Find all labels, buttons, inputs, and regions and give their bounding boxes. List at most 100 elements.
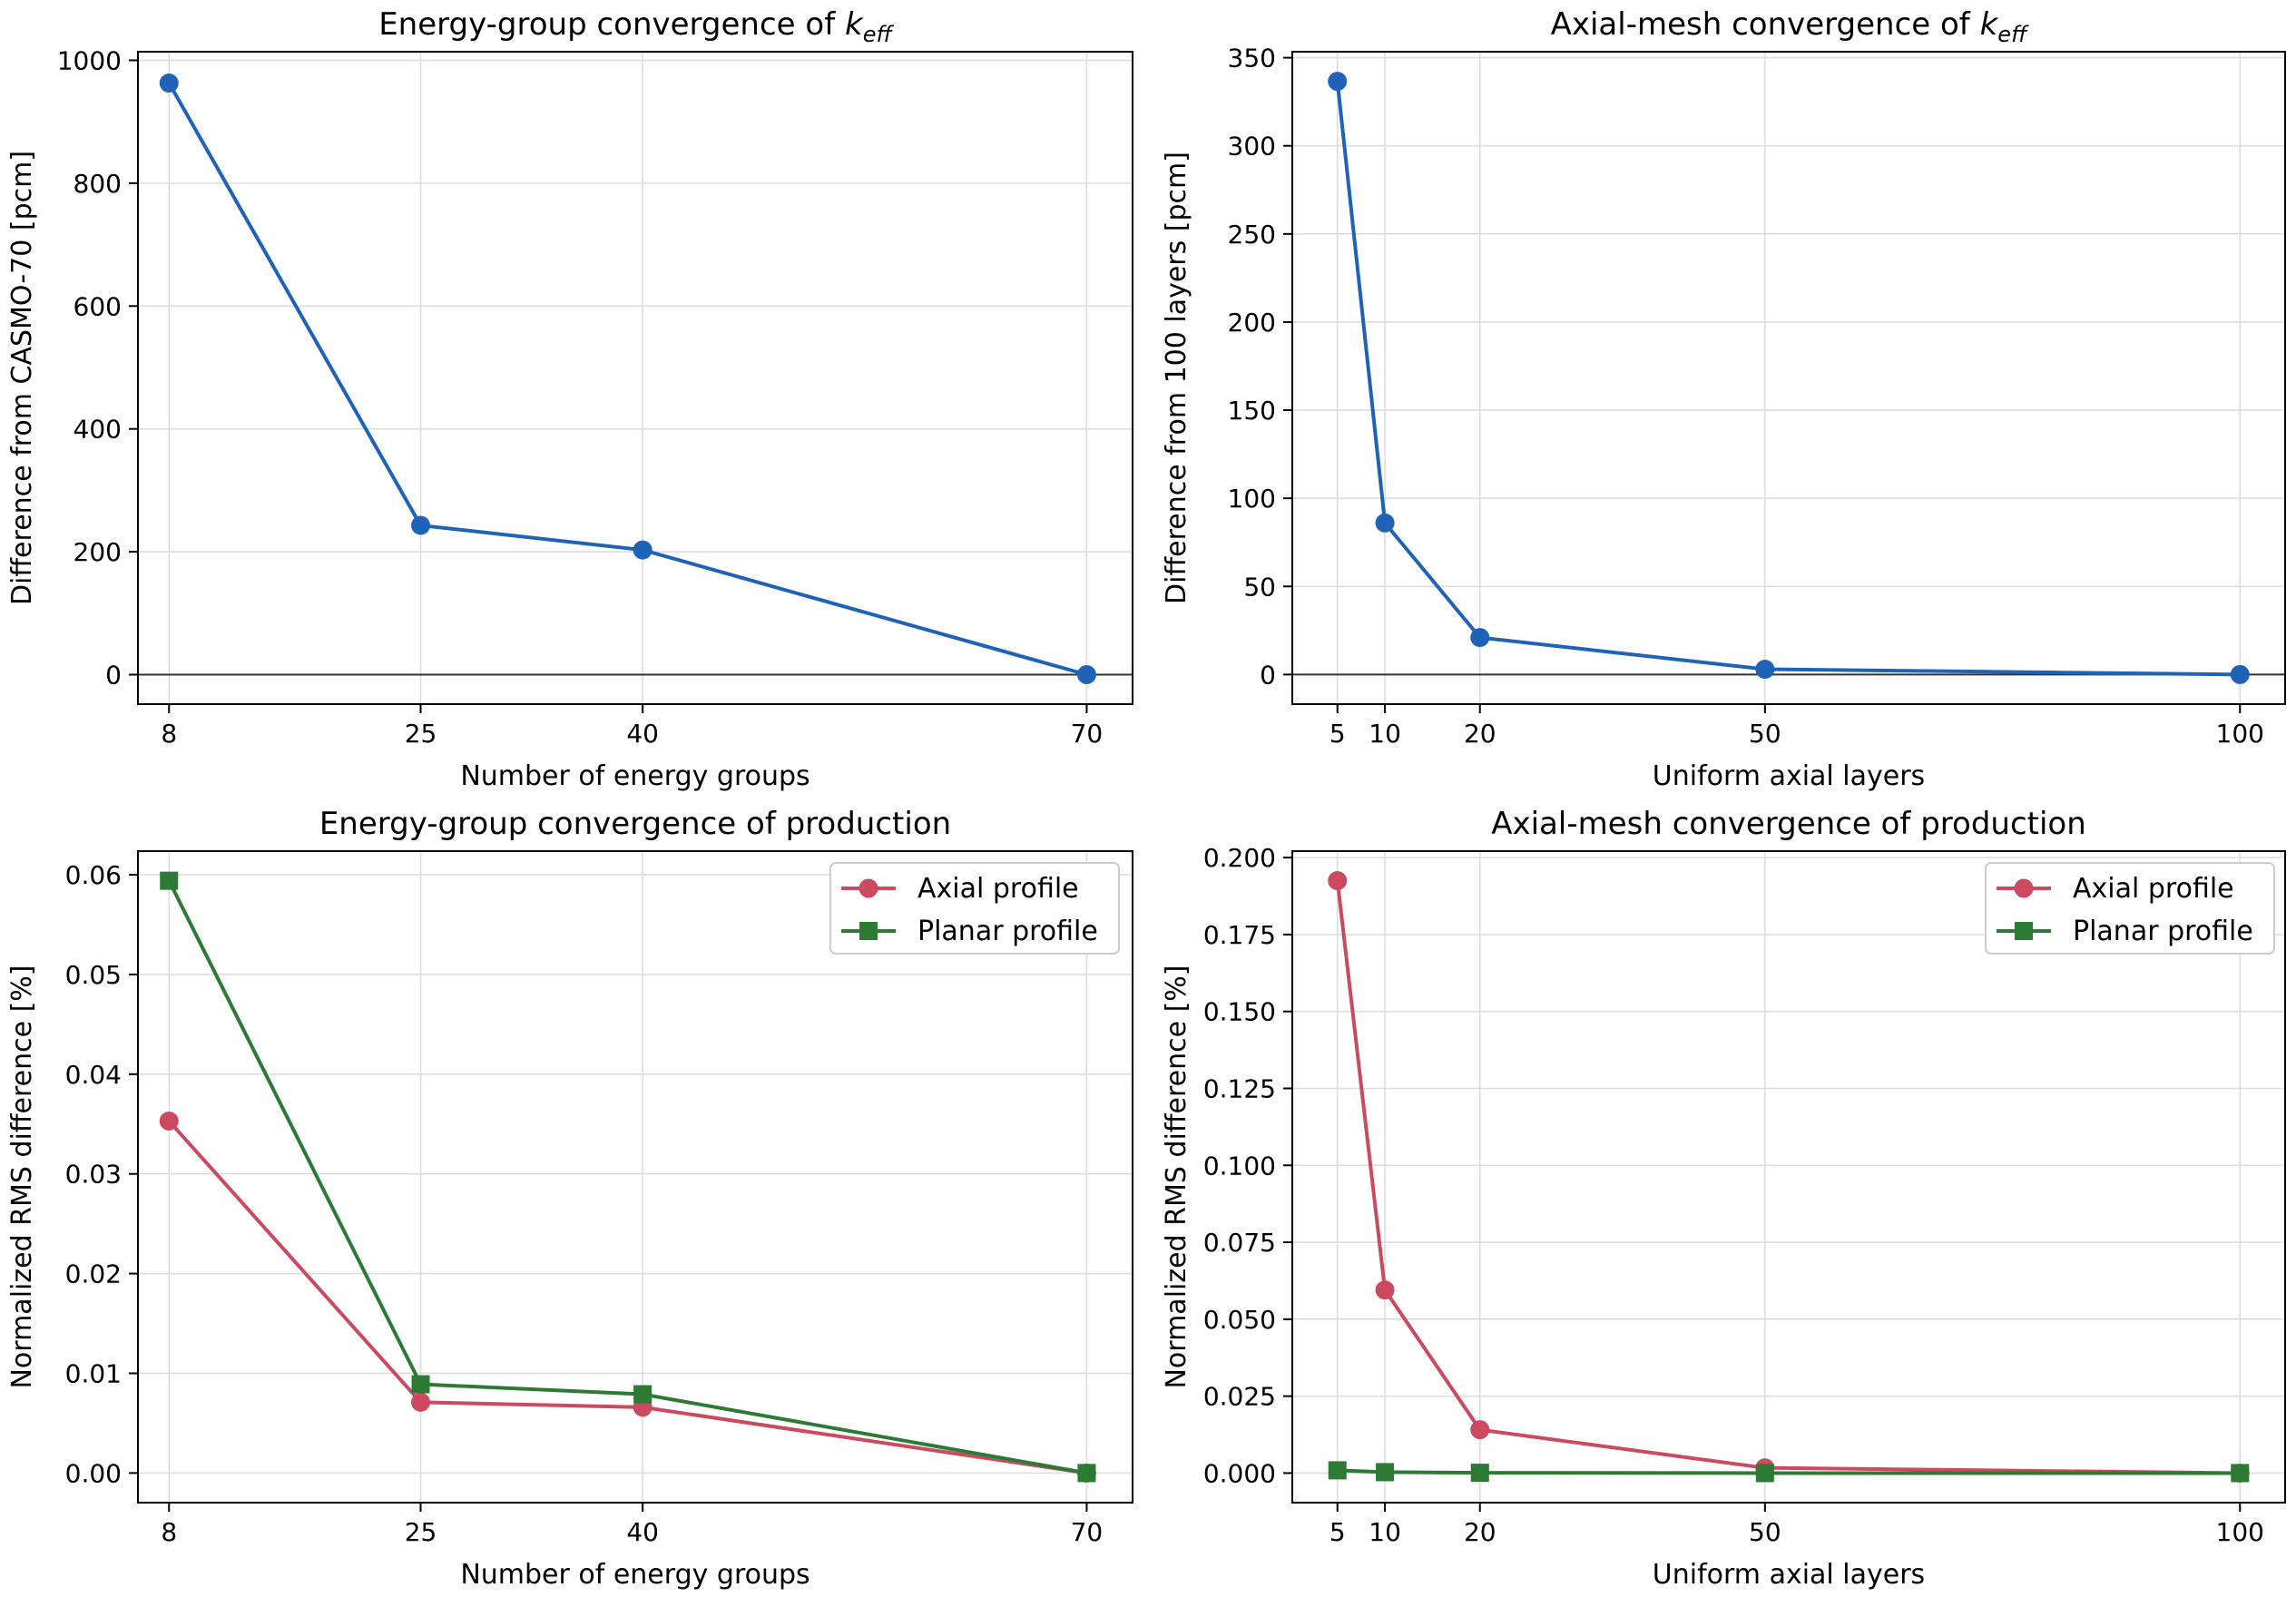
data-point <box>1470 1464 1489 1483</box>
legend-label: Axial profile <box>917 873 1079 905</box>
x-tick-label: 10 <box>1369 1517 1401 1547</box>
x-tick-label: 10 <box>1369 719 1401 749</box>
x-tick-label: 25 <box>405 1517 437 1547</box>
legend: Axial profile Planar profile <box>829 862 1120 955</box>
data-point <box>1076 665 1096 685</box>
y-axis-label: Normalized RMS difference [%] <box>1161 965 1192 1388</box>
chart-panel-2: 5 10 20 50 100 0 50 100 150 200 250 300 350 Axial-mes… <box>1161 6 2286 792</box>
y-tick-label: 0.075 <box>1203 1228 1276 1258</box>
data-point <box>1470 1420 1490 1440</box>
y-tick-label: 0.050 <box>1203 1305 1276 1335</box>
chart-title: Axial-mesh convergence of keff <box>1551 6 2029 47</box>
y-tick-label: 0 <box>1260 660 1276 690</box>
x-axis-label: Number of energy groups <box>460 1559 809 1591</box>
chart-panel-3: 8 25 40 70 0.00 0.01 0.02 0.03 0.04 0.05 0.06 Energ… <box>6 806 1133 1591</box>
plot-frame <box>1291 51 2286 705</box>
data-point <box>1328 1461 1347 1480</box>
data-point <box>160 871 179 890</box>
y-tick-label: 0.200 <box>1203 843 1276 873</box>
y-tick-label: 600 <box>74 291 122 321</box>
legend-label: Axial profile <box>2073 873 2234 905</box>
legend-box <box>1985 862 2275 955</box>
data-point <box>1077 1464 1096 1483</box>
data-point <box>1375 513 1395 533</box>
legend-label: Planar profile <box>2073 916 2253 947</box>
x-tick-label: 50 <box>1749 719 1781 749</box>
chart-panel-1: 8 25 40 70 0 200 400 600 800 1000 Energy-group con… <box>6 6 1133 792</box>
y-tick-label: 50 <box>1243 572 1276 602</box>
legend-marker <box>859 922 878 940</box>
y-tick-label: 0.000 <box>1203 1458 1276 1488</box>
y-tick-label: 0.05 <box>65 960 122 990</box>
data-point <box>159 73 179 93</box>
data-point <box>159 1111 179 1131</box>
y-tick-label: 200 <box>1228 308 1276 338</box>
y-tick-label: 0.100 <box>1203 1151 1276 1181</box>
x-tick-label: 25 <box>405 719 437 749</box>
data-point <box>633 540 652 560</box>
y-tick-label: 0.175 <box>1203 920 1276 950</box>
x-tick-label: 5 <box>1330 719 1346 749</box>
plot-frame <box>137 850 1133 1504</box>
y-tick-label: 300 <box>1228 132 1276 162</box>
y-tick-label: 0.04 <box>65 1060 122 1090</box>
x-tick-label: 5 <box>1330 1517 1346 1547</box>
x-tick-label: 20 <box>1464 1517 1496 1547</box>
legend-label: Planar profile <box>917 916 1098 947</box>
y-tick-label: 100 <box>1228 484 1276 514</box>
plot-frame <box>1291 850 2286 1504</box>
y-tick-label: 0 <box>105 661 122 691</box>
data-point <box>1375 1280 1395 1300</box>
data-point <box>411 1392 431 1412</box>
y-tick-label: 0.02 <box>65 1259 122 1289</box>
chart-title: Energy-group convergence of keff <box>378 6 894 47</box>
y-tick-label: 0.150 <box>1203 997 1276 1027</box>
y-tick-label: 250 <box>1228 220 1276 250</box>
chart-panel-4: 5 10 20 50 100 0.000 0.025 0.050 0.075 0.100 0.125… <box>1161 806 2286 1591</box>
data-point <box>1376 1463 1395 1482</box>
series-line-1 <box>1335 81 2241 677</box>
y-tick-label: 150 <box>1228 396 1276 426</box>
series-line-1 <box>167 1120 1087 1475</box>
y-tick-label: 0.01 <box>65 1358 122 1388</box>
y-axis-label: Difference from 100 layers [pcm] <box>1161 152 1192 604</box>
data-point <box>411 515 431 535</box>
data-point <box>2230 664 2250 684</box>
x-tick-label: 8 <box>161 719 177 749</box>
x-tick-label: 100 <box>2216 1517 2264 1547</box>
data-point <box>633 1385 652 1404</box>
y-tick-label: 400 <box>74 415 122 445</box>
data-point <box>2231 1464 2250 1483</box>
y-tick-label: 0.00 <box>65 1458 122 1488</box>
x-axis-label: Number of energy groups <box>460 760 809 792</box>
plot-frame <box>137 51 1133 705</box>
y-tick-label: 0.025 <box>1203 1382 1276 1412</box>
data-point <box>1755 660 1775 680</box>
data-point <box>411 1375 430 1394</box>
x-tick-label: 40 <box>626 719 659 749</box>
legend-box <box>829 862 1120 955</box>
y-tick-label: 0.125 <box>1203 1073 1276 1103</box>
x-tick-label: 8 <box>161 1517 177 1547</box>
legend: Axial profile Planar profile <box>1985 862 2275 955</box>
x-tick-label: 100 <box>2216 719 2264 749</box>
series-line-2 <box>167 879 1087 1475</box>
y-tick-label: 350 <box>1228 44 1276 73</box>
legend-marker <box>2015 922 2033 940</box>
y-tick-label: 1000 <box>57 45 122 75</box>
x-tick-label: 70 <box>1071 719 1104 749</box>
y-tick-label: 800 <box>74 169 122 199</box>
chart-title: Energy-group convergence of production <box>319 806 951 842</box>
y-tick-label: 0.03 <box>65 1160 122 1190</box>
y-tick-label: 0.06 <box>65 860 122 890</box>
legend-marker <box>2014 878 2034 898</box>
series-line-1 <box>1335 880 2241 1475</box>
x-tick-label: 40 <box>626 1517 659 1547</box>
x-axis-label: Uniform axial layers <box>1653 1559 1925 1591</box>
y-axis-label: Difference from CASMO-70 [pcm] <box>6 151 38 605</box>
y-tick-label: 200 <box>74 537 122 567</box>
series-line-1 <box>167 82 1087 677</box>
data-point <box>1470 628 1490 648</box>
x-tick-label: 70 <box>1071 1517 1104 1547</box>
